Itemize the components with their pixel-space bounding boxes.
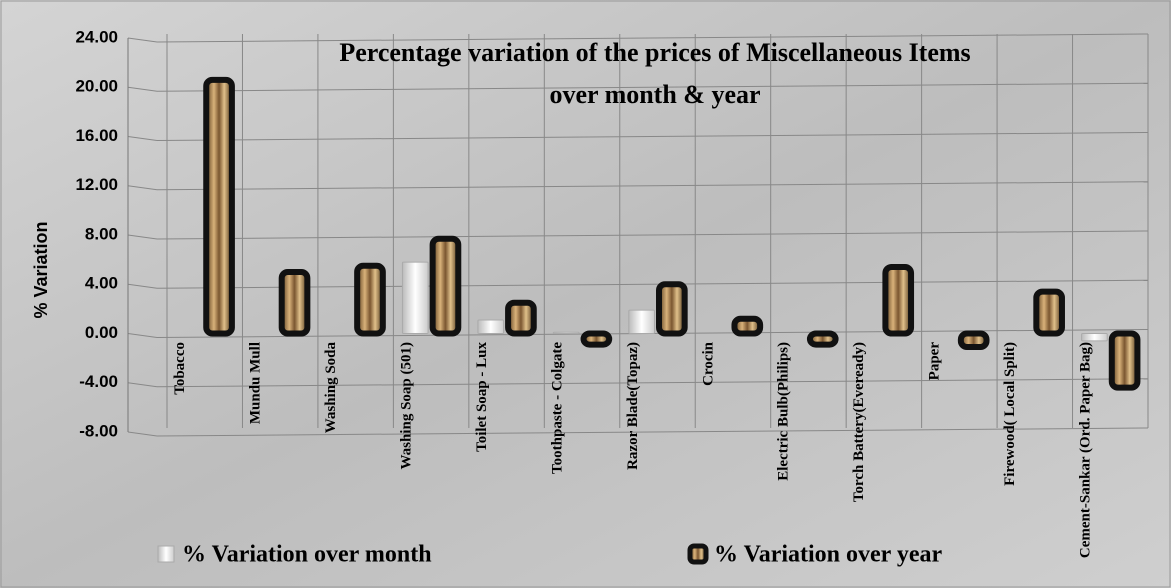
grid-line	[127, 283, 158, 289]
bar-month	[628, 309, 655, 335]
x-tick-label: Electric Bulb(Philips)	[776, 342, 792, 481]
x-tick-label: Razor Blade(Topaz)	[625, 342, 641, 470]
grid-line	[127, 86, 158, 92]
grid-line	[156, 82, 1149, 92]
chart-title: Percentage variation of the prices of Mi…	[339, 38, 970, 67]
x-tick-label: Toothpaste - Colgate	[549, 342, 565, 474]
grid-line	[127, 136, 158, 141]
bar-year	[957, 330, 990, 351]
bar-year	[882, 264, 915, 337]
legend-swatch	[687, 543, 709, 565]
x-tick-label: Firewood( Local Split)	[1002, 342, 1018, 486]
bar-year	[1033, 288, 1065, 337]
y-tick-label: 8.00	[85, 224, 118, 243]
grid-line	[127, 234, 158, 240]
bar-month	[552, 331, 580, 334]
bar-month	[1081, 333, 1108, 342]
bar-year	[1108, 330, 1141, 391]
y-tick-label: 12.00	[75, 175, 118, 194]
grid-line	[127, 333, 158, 338]
bar-year	[429, 235, 462, 337]
x-tick-label: Tobacco	[172, 342, 188, 395]
x-tick-label: Washing Soda	[323, 342, 339, 434]
grid-line	[127, 431, 158, 437]
grid-line	[156, 230, 1149, 240]
grid-line	[127, 382, 158, 388]
x-tick-label: Paper	[927, 342, 943, 381]
bar-year	[505, 299, 537, 337]
legend-swatch	[157, 545, 175, 563]
x-tick-label: Cement-Sankar (Ord. Paper Bag)	[1078, 342, 1094, 558]
x-tick-label: Torch Battery(Eveready)	[851, 342, 867, 502]
x-tick-label: Mundu Mull	[247, 342, 263, 424]
y-tick-label: 16.00	[75, 126, 118, 145]
bar-year	[656, 281, 688, 337]
x-tick-label: Toilet Soap - Lux	[474, 342, 490, 452]
chart-subtitle: over month & year	[549, 80, 760, 109]
grid-line	[156, 33, 1149, 43]
bar-year	[354, 262, 386, 337]
y-tick-label: 24.00	[75, 27, 118, 46]
x-tick-label: Washing Soap (501)	[398, 342, 414, 470]
grid-line	[156, 279, 1149, 289]
bar-year	[806, 330, 839, 348]
legend-label: % Variation over year	[714, 542, 943, 568]
bar-month	[477, 319, 505, 334]
grid-line	[127, 37, 158, 43]
x-tick-label: Crocin	[700, 341, 716, 386]
grid-line	[156, 427, 1149, 437]
bar-month	[401, 261, 429, 334]
bar-year	[278, 268, 311, 337]
grid-line	[127, 185, 158, 191]
y-tick-label: 4.00	[85, 274, 118, 293]
bar-year	[580, 330, 613, 348]
legend-label: % Variation over month	[182, 542, 432, 568]
grid-line	[156, 378, 1149, 388]
y-tick-label: 20.00	[75, 77, 118, 96]
bar-year	[731, 315, 764, 337]
y-tick-label: -4.00	[79, 372, 118, 391]
grid-line	[156, 132, 1149, 141]
grid-line	[156, 181, 1149, 191]
bar-year	[203, 76, 235, 337]
y-tick-label: 0.00	[85, 323, 118, 342]
y-axis-label: % Variation	[31, 221, 51, 318]
y-tick-label: -8.00	[79, 421, 118, 440]
